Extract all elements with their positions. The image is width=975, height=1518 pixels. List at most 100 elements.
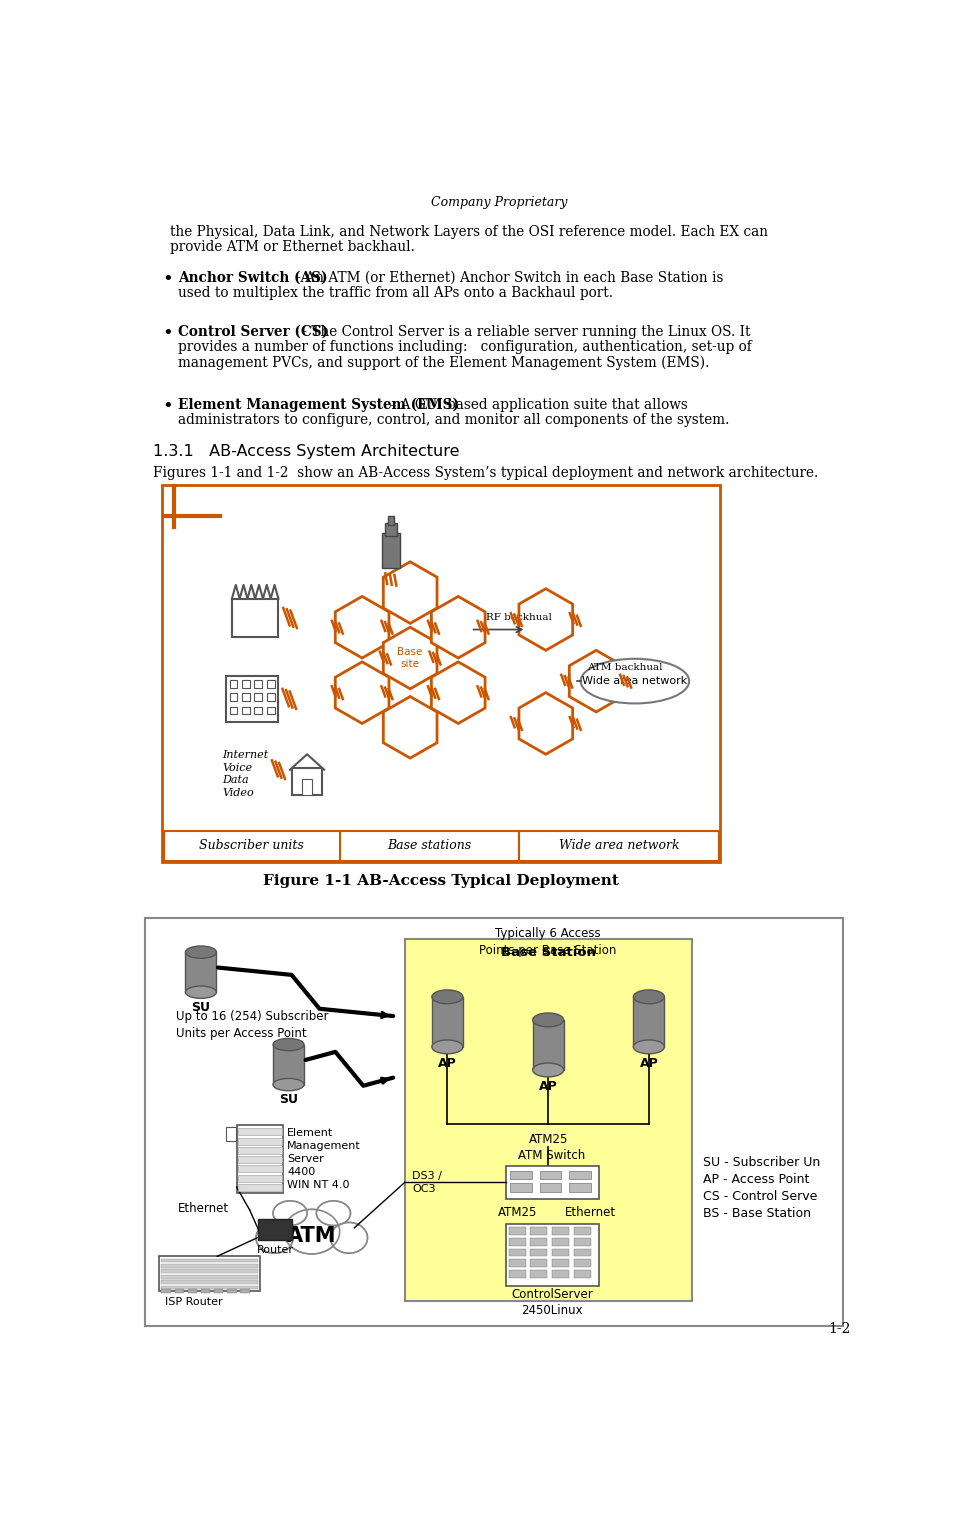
Bar xyxy=(292,768,322,795)
Polygon shape xyxy=(335,662,389,724)
Bar xyxy=(164,832,719,861)
Bar xyxy=(175,1289,184,1293)
Bar xyxy=(267,680,275,688)
Text: ATM25: ATM25 xyxy=(528,1132,567,1146)
Bar xyxy=(238,1128,282,1135)
Bar xyxy=(258,1219,292,1240)
Bar xyxy=(229,706,237,715)
Ellipse shape xyxy=(432,990,463,1003)
Bar xyxy=(530,1227,547,1234)
Text: provides a number of functions including:   configuration, authentication, set-u: provides a number of functions including… xyxy=(177,340,752,354)
Text: RF backhual: RF backhual xyxy=(487,613,552,622)
Bar xyxy=(162,1289,171,1293)
Text: Router: Router xyxy=(256,1245,293,1255)
Bar xyxy=(573,1249,591,1257)
Text: Typically 6 Access
Points per Base Station: Typically 6 Access Points per Base Stati… xyxy=(480,927,617,956)
Bar xyxy=(405,940,691,1301)
Polygon shape xyxy=(383,562,437,624)
Bar xyxy=(188,1289,197,1293)
Bar xyxy=(569,1183,591,1192)
Ellipse shape xyxy=(634,990,664,1003)
Bar xyxy=(530,1249,547,1257)
Bar xyxy=(229,680,237,688)
Text: AP: AP xyxy=(640,1057,658,1070)
Text: Base
site: Base site xyxy=(398,647,423,669)
Polygon shape xyxy=(519,692,572,754)
Ellipse shape xyxy=(273,1078,304,1091)
Bar xyxy=(573,1227,591,1234)
Bar xyxy=(634,997,664,1047)
Ellipse shape xyxy=(273,1201,307,1225)
Bar xyxy=(539,1183,562,1192)
Bar xyxy=(530,1237,547,1246)
Bar xyxy=(232,598,279,638)
Bar xyxy=(238,1137,282,1145)
Bar xyxy=(161,1275,258,1278)
Text: - The Control Server is a reliable server running the Linux OS. It: - The Control Server is a reliable serve… xyxy=(297,325,751,339)
Text: Element
Management
Server
4400
WIN NT 4.0: Element Management Server 4400 WIN NT 4.… xyxy=(287,1128,361,1190)
Bar xyxy=(238,1166,282,1172)
Text: the Physical, Data Link, and Network Layers of the OSI reference model. Each EX : the Physical, Data Link, and Network Lay… xyxy=(170,225,768,238)
Bar xyxy=(509,1260,526,1268)
Bar xyxy=(509,1227,526,1234)
Text: Element Management System (EMS): Element Management System (EMS) xyxy=(177,398,458,413)
Text: Wide area network: Wide area network xyxy=(582,676,687,686)
Bar xyxy=(432,997,463,1047)
Bar xyxy=(569,1170,591,1179)
Bar xyxy=(302,779,312,795)
Bar xyxy=(552,1249,569,1257)
Text: - An ATM (or Ethernet) Anchor Switch in each Base Station is: - An ATM (or Ethernet) Anchor Switch in … xyxy=(292,270,723,285)
Text: SU - Subscriber Un: SU - Subscriber Un xyxy=(703,1157,820,1169)
Bar xyxy=(552,1237,569,1246)
Bar xyxy=(238,1184,282,1190)
Bar xyxy=(254,694,262,701)
Ellipse shape xyxy=(532,1063,564,1076)
Bar xyxy=(162,484,721,862)
Text: Figures 1-1 and 1-2  show an AB-Access System’s typical deployment and network a: Figures 1-1 and 1-2 show an AB-Access Sy… xyxy=(153,466,818,480)
Text: Up to 16 (254) Subscriber
Units per Access Point: Up to 16 (254) Subscriber Units per Acce… xyxy=(176,1009,329,1040)
Text: BS - Base Station: BS - Base Station xyxy=(703,1207,811,1220)
Text: – A GUI based application suite that allows: – A GUI based application suite that all… xyxy=(385,398,688,411)
Bar xyxy=(241,1289,250,1293)
Bar xyxy=(242,706,250,715)
Text: ATM backhual: ATM backhual xyxy=(587,663,662,672)
Text: •: • xyxy=(162,398,173,416)
Bar xyxy=(145,917,842,1325)
Bar xyxy=(509,1271,526,1278)
Ellipse shape xyxy=(532,1013,564,1026)
Bar xyxy=(159,1257,259,1290)
Text: Anchor Switch (AS): Anchor Switch (AS) xyxy=(177,270,328,285)
Bar xyxy=(552,1260,569,1268)
Bar xyxy=(539,1170,562,1179)
Ellipse shape xyxy=(331,1222,368,1254)
Text: Subscriber units: Subscriber units xyxy=(199,839,303,853)
Bar xyxy=(384,524,397,536)
Polygon shape xyxy=(519,589,572,650)
Bar xyxy=(242,680,250,688)
Text: Ethernet: Ethernet xyxy=(566,1207,616,1219)
Bar xyxy=(573,1237,591,1246)
Bar xyxy=(238,1157,282,1163)
Bar xyxy=(573,1260,591,1268)
Bar xyxy=(185,952,216,993)
Ellipse shape xyxy=(634,1040,664,1053)
Ellipse shape xyxy=(284,1210,339,1254)
Text: AP - Access Point: AP - Access Point xyxy=(703,1173,809,1186)
Text: Ethernet: Ethernet xyxy=(177,1202,229,1214)
Bar xyxy=(510,1170,531,1179)
Text: DS3 /
OC3: DS3 / OC3 xyxy=(412,1172,443,1193)
Polygon shape xyxy=(335,597,389,657)
Ellipse shape xyxy=(185,987,216,999)
Bar xyxy=(505,1224,599,1286)
Bar xyxy=(530,1271,547,1278)
Ellipse shape xyxy=(256,1222,293,1254)
Polygon shape xyxy=(431,597,486,657)
Bar xyxy=(552,1227,569,1234)
Bar xyxy=(509,1237,526,1246)
Bar xyxy=(509,1249,526,1257)
Bar xyxy=(214,1289,223,1293)
Text: provide ATM or Ethernet backhaul.: provide ATM or Ethernet backhaul. xyxy=(170,240,414,254)
Bar xyxy=(237,1125,283,1193)
Bar xyxy=(530,1260,547,1268)
Ellipse shape xyxy=(317,1201,350,1225)
